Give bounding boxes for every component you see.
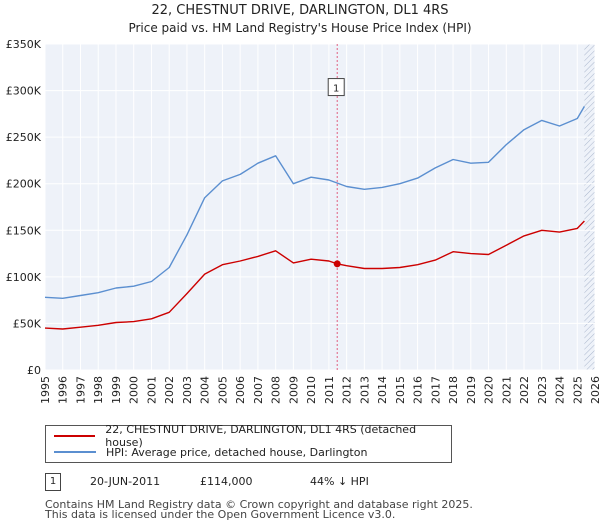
x-tick-label: 2011 — [323, 376, 336, 404]
x-tick-label: 2008 — [270, 376, 283, 404]
y-tick-label: £0 — [27, 364, 41, 377]
x-tick-label: 2001 — [145, 376, 158, 404]
x-tick-label: 2017 — [429, 376, 442, 404]
footer-licence: This data is licensed under the Open Gov… — [45, 508, 396, 521]
legend-swatch-hpi — [54, 451, 96, 453]
footer: Contains HM Land Registry data © Crown c… — [45, 498, 473, 521]
hpi-line — [44, 106, 586, 299]
x-tick-label: 2003 — [181, 376, 194, 404]
y-tick-label: £200K — [6, 178, 42, 191]
x-tick-label: 2013 — [358, 376, 371, 404]
sale-price: £114,000 — [200, 475, 253, 488]
x-tick-label: 2004 — [199, 376, 212, 404]
x-tick-label: 2019 — [465, 376, 478, 404]
sale-point — [333, 260, 341, 268]
chart-subtitle: Price paid vs. HM Land Registry's House … — [128, 21, 471, 35]
x-tick-label: 2010 — [305, 376, 318, 404]
sale-marker: 1 — [45, 473, 61, 491]
chart-title: 22, CHESTNUT DRIVE, DARLINGTON, DL1 4RS — [151, 3, 448, 18]
x-tick-label: 2023 — [536, 376, 549, 404]
y-tick-label: £50K — [13, 317, 42, 330]
future-hatch-region — [584, 44, 595, 370]
x-tick-label: 1995 — [39, 376, 52, 404]
x-tick-label: 1997 — [74, 376, 87, 404]
legend-label-price-paid: 22, CHESTNUT DRIVE, DARLINGTON, DL1 4RS … — [105, 423, 417, 449]
legend-swatch-price-paid — [54, 435, 96, 437]
sale-hpi-delta: 44% ↓ HPI — [310, 475, 369, 488]
x-tick-label: 1996 — [57, 376, 70, 404]
price-paid-line — [44, 220, 585, 330]
sale-date: 20-JUN-2011 — [90, 475, 161, 488]
footer-copyright: Contains HM Land Registry data © Crown c… — [45, 498, 473, 511]
x-tick-label: 2012 — [341, 376, 354, 404]
x-tick-label: 1999 — [110, 376, 123, 404]
y-tick-label: £350K — [6, 38, 42, 51]
y-tick-label: £100K — [6, 271, 42, 284]
y-tick-label: £300K — [6, 85, 42, 98]
legend-label-hpi: HPI: Average price, detached house, Darl… — [106, 445, 368, 459]
price-chart: 22, CHESTNUT DRIVE, DARLINGTON, DL1 4RS … — [6, 3, 600, 404]
x-tick-label: 2014 — [376, 376, 389, 404]
x-tick-label: 1998 — [92, 376, 105, 404]
x-tick-label: 2022 — [518, 376, 531, 404]
x-tick-label: 2016 — [412, 376, 425, 404]
legend-item-price-paid: 22, CHESTNUT DRIVE, DARLINGTON, DL1 4RS … — [54, 423, 451, 449]
sale-annotation-box — [327, 78, 345, 97]
legend: 22, CHESTNUT DRIVE, DARLINGTON, DL1 4RS … — [45, 423, 452, 463]
sale-annotation-label: 1 — [333, 84, 339, 95]
x-tick-label: 2021 — [500, 376, 513, 404]
x-tick-label: 2000 — [128, 376, 141, 404]
x-tick-label: 2002 — [163, 376, 176, 404]
plot-area — [45, 44, 595, 370]
x-tick-label: 2018 — [447, 376, 460, 404]
x-tick-label: 2015 — [394, 376, 407, 404]
legend-item-hpi: HPI: Average price, detached house, Darl… — [54, 444, 367, 460]
x-tick-label: 2007 — [252, 376, 265, 404]
y-tick-label: £150K — [6, 224, 42, 237]
x-tick-label: 2024 — [554, 376, 567, 404]
x-tick-label: 2006 — [234, 376, 247, 404]
x-tick-label: 2020 — [483, 376, 496, 404]
x-tick-label: 2026 — [589, 376, 600, 404]
x-tick-label: 2005 — [216, 376, 229, 404]
y-tick-label: £250K — [6, 131, 42, 144]
x-tick-label: 2009 — [287, 376, 300, 404]
x-tick-label: 2025 — [571, 376, 584, 404]
